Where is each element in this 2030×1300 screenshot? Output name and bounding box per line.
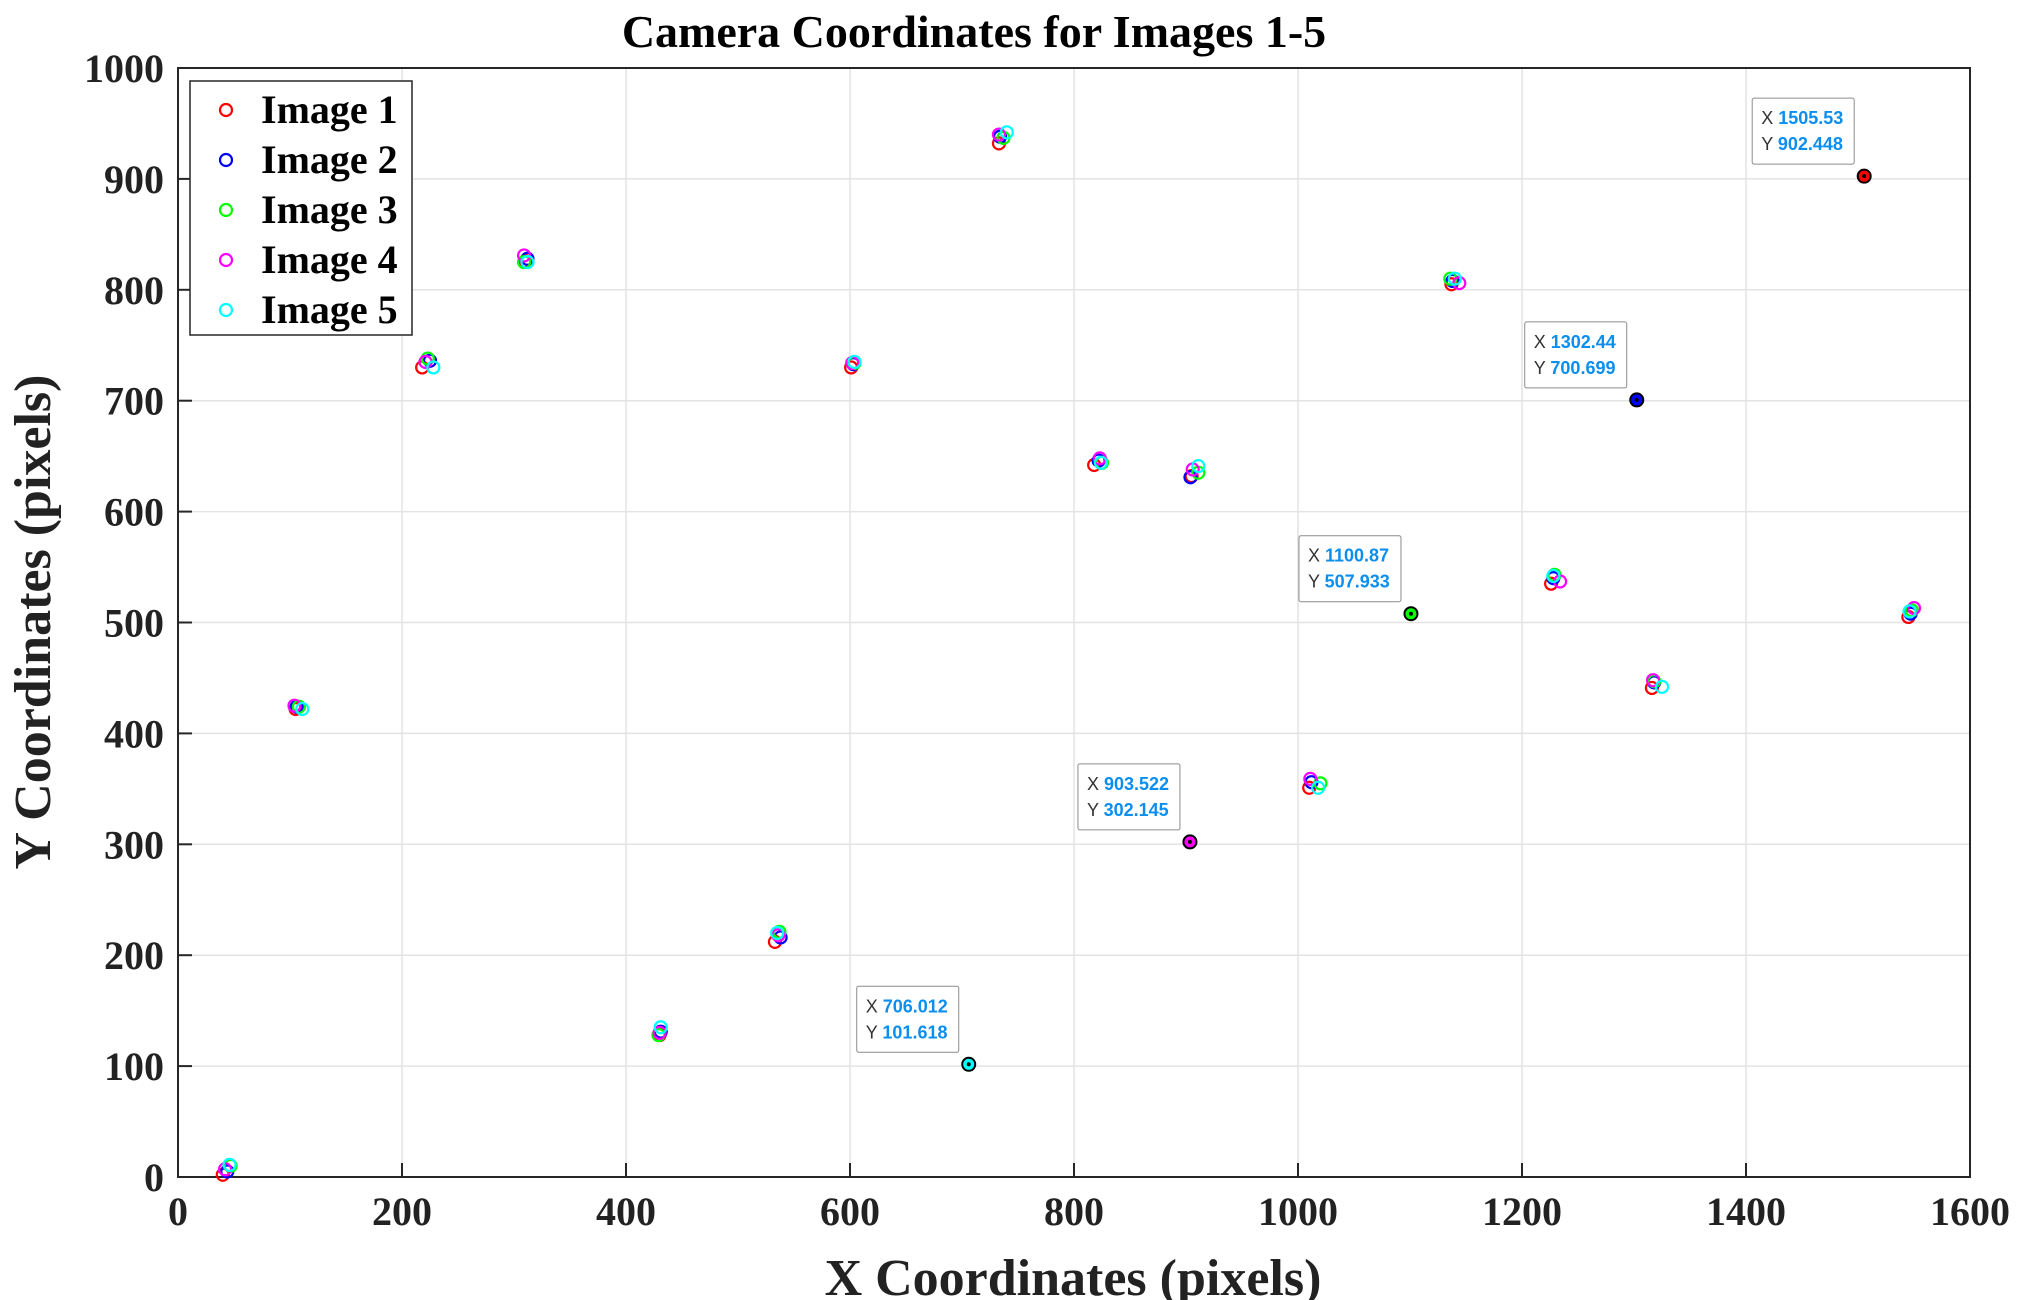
- y-tick-label: 1000: [84, 46, 164, 91]
- x-tick-label: 800: [1044, 1189, 1104, 1234]
- y-tick-label: 100: [104, 1044, 164, 1089]
- data-point: [1191, 459, 1206, 474]
- data-point: [287, 698, 302, 713]
- data-point: [1902, 604, 1917, 619]
- y-tick-label: 600: [104, 490, 164, 535]
- datatip-center: [1408, 611, 1413, 616]
- datatip-box: [1524, 321, 1628, 389]
- legend-label: Image 1: [261, 87, 398, 132]
- data-point: [516, 248, 532, 263]
- datatip[interactable]: X 903.522 Y 302.145: [1077, 763, 1198, 850]
- datatip-box: [1298, 535, 1402, 603]
- series-4: [217, 127, 1922, 1177]
- data-point: [217, 1162, 233, 1177]
- axis-ticks: 0 200 400 600 800 1000 1200 1400 1600 0 100 200 300 4…: [84, 46, 2010, 1234]
- legend-marker: [218, 202, 234, 218]
- datatip-y: Y 101.618: [866, 1022, 948, 1042]
- y-axis-label: Y Coordinates (pixels): [5, 375, 62, 870]
- x-axis-label: X Coordinates (pixels): [825, 1250, 1322, 1300]
- x-tick-label: 1400: [1706, 1189, 1786, 1234]
- data-point: [222, 1157, 237, 1172]
- data-point: [1447, 271, 1462, 286]
- y-tick-label: 300: [104, 822, 164, 867]
- y-tick-label: 800: [104, 268, 164, 313]
- y-tick-label: 900: [104, 157, 164, 202]
- legend-label: Image 3: [261, 187, 398, 232]
- legend-label: Image 2: [261, 137, 398, 182]
- legend-label: Image 5: [261, 287, 398, 332]
- legend-marker: [218, 252, 234, 268]
- datatip-center: [1634, 397, 1639, 402]
- data-point: [1183, 470, 1198, 485]
- x-tick-label: 400: [596, 1189, 656, 1234]
- y-tick-label: 400: [104, 711, 164, 756]
- datatip-x: X 706.012: [866, 996, 948, 1016]
- legend: Image 1 Image 2 Image 3 Image 4 Image 5: [189, 80, 413, 336]
- chart-title: Camera Coordinates for Images 1-5: [622, 6, 1326, 57]
- datatip-center: [1862, 174, 1867, 179]
- data-point: [1445, 273, 1460, 289]
- y-tick-label: 200: [104, 933, 164, 978]
- x-tick-label: 600: [820, 1189, 880, 1234]
- data-point: [991, 127, 1007, 142]
- datatip-x: X 903.522: [1087, 774, 1169, 794]
- data-point: [1311, 780, 1326, 795]
- datatip-center: [966, 1062, 971, 1067]
- data-point: [847, 354, 862, 369]
- x-tick-label: 1200: [1482, 1189, 1562, 1234]
- data-points: [215, 125, 1922, 1182]
- data-point: [653, 1020, 668, 1035]
- datatip-y: Y 902.448: [1761, 134, 1843, 154]
- data-point: [1546, 568, 1561, 584]
- y-tick-label: 0: [144, 1155, 164, 1200]
- y-tick-label: 500: [104, 601, 164, 646]
- legend-label: Image 4: [261, 237, 398, 282]
- datatip[interactable]: X 1100.87 Y 507.933: [1298, 535, 1419, 622]
- x-tick-label: 1600: [1930, 1189, 2010, 1234]
- data-point: [295, 701, 310, 717]
- legend-marker: [218, 152, 234, 168]
- datatip[interactable]: X 706.012 Y 101.618: [856, 985, 977, 1072]
- y-tick-label: 700: [104, 379, 164, 424]
- datatip-y: Y 507.933: [1308, 572, 1390, 592]
- x-tick-label: 1000: [1258, 1189, 1338, 1234]
- datatip-box: [1751, 97, 1855, 165]
- datatip-x: X 1302.44: [1534, 332, 1616, 352]
- data-point: [520, 254, 535, 270]
- data-point: [1645, 673, 1661, 688]
- datatip-center: [1187, 839, 1192, 844]
- legend-marker: [218, 102, 234, 118]
- datatip-x: X 1505.53: [1761, 108, 1843, 128]
- x-tick-label: 200: [372, 1189, 432, 1234]
- datatip-box: [1077, 763, 1181, 831]
- data-point: [1654, 679, 1670, 694]
- datatip[interactable]: X 1505.53 Y 902.448: [1751, 97, 1872, 184]
- datatip-box: [856, 985, 960, 1053]
- datatip-y: Y 700.699: [1534, 358, 1616, 378]
- data-point: [770, 925, 785, 941]
- data-point: [1452, 276, 1467, 291]
- legend-box: [189, 80, 413, 336]
- data-point: [426, 360, 441, 375]
- datatip-y: Y 302.145: [1087, 800, 1169, 820]
- series-5: [222, 125, 1917, 1172]
- datatip-x: X 1100.87: [1308, 546, 1389, 566]
- data-point: [652, 1025, 667, 1040]
- x-tick-label: 0: [168, 1189, 188, 1234]
- data-point: [1303, 771, 1318, 786]
- data-point: [999, 125, 1014, 140]
- legend-marker: [218, 302, 234, 318]
- datatip[interactable]: X 1302.44 Y 700.699: [1524, 321, 1645, 408]
- data-point: [1093, 455, 1108, 470]
- datatips: X 706.012 Y 101.618 X 903.522 Y 302.145 X 11…: [856, 97, 1872, 1072]
